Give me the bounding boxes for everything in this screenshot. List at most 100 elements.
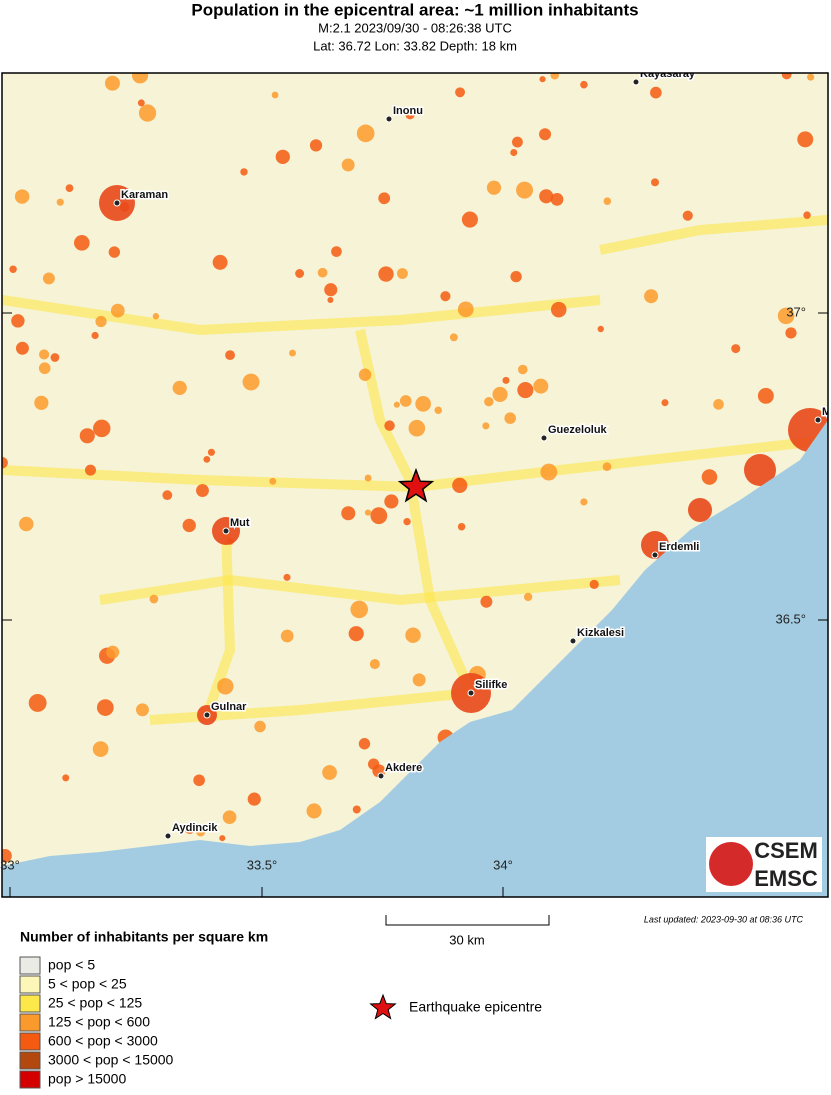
settlement xyxy=(39,349,50,360)
legend-swatch xyxy=(19,1051,41,1070)
settlement xyxy=(540,463,558,481)
settlement xyxy=(9,265,17,274)
settlement xyxy=(322,765,337,780)
settlement xyxy=(327,297,334,304)
settlement xyxy=(589,579,599,589)
settlement xyxy=(219,835,226,842)
road xyxy=(99,574,621,606)
settlement xyxy=(367,758,380,770)
lagoon xyxy=(475,735,500,750)
settlement xyxy=(110,303,125,318)
settlement xyxy=(651,178,659,187)
settlement xyxy=(510,149,518,157)
settlement xyxy=(108,246,121,258)
settlement xyxy=(247,792,261,806)
settlement xyxy=(457,301,474,318)
settlement xyxy=(364,474,372,482)
settlement xyxy=(777,307,795,325)
road xyxy=(2,295,601,336)
legend-swatch xyxy=(19,1070,41,1089)
settlement xyxy=(84,464,96,476)
settlement xyxy=(405,109,415,120)
settlement xyxy=(384,494,399,509)
settlement xyxy=(682,210,693,221)
subtitle: Lat: 36.72 Lon: 33.82 Depth: 18 km xyxy=(313,38,517,53)
settlement xyxy=(408,419,426,437)
settlement xyxy=(517,382,534,399)
settlement xyxy=(275,149,290,164)
city-dot xyxy=(467,689,475,697)
settlement xyxy=(731,344,741,354)
lon-label: 33° xyxy=(0,857,20,872)
settlement xyxy=(91,331,99,340)
settlement xyxy=(486,180,502,195)
settlement xyxy=(93,419,111,438)
settlement xyxy=(348,626,364,642)
settlement xyxy=(106,645,120,659)
settlement xyxy=(38,362,51,375)
city-label: Aydincik xyxy=(172,822,218,834)
settlement xyxy=(331,246,342,257)
legend-label: 600 < pop < 3000 xyxy=(48,1033,158,1049)
settlement xyxy=(324,283,338,297)
settlement xyxy=(533,378,549,394)
settlement xyxy=(222,810,237,825)
settlement xyxy=(14,189,30,204)
title: Population in the epicentral area: ~1 mi… xyxy=(191,0,638,19)
settlement xyxy=(28,693,47,712)
city-dot xyxy=(113,199,121,207)
lon-label: 33.5° xyxy=(247,857,278,872)
settlement xyxy=(212,254,228,270)
subtitle: M:2.1 2023/09/30 - 08:26:38 UTC xyxy=(318,20,512,35)
settlement xyxy=(384,420,395,431)
settlement xyxy=(350,600,368,619)
settlement xyxy=(225,350,235,361)
settlement xyxy=(34,395,49,410)
settlement xyxy=(152,313,160,320)
map: Kayasaray Inonu Karaman Guezeloluk Mut Erdeml… xyxy=(2,68,828,897)
settlement xyxy=(517,364,528,375)
settlement xyxy=(369,659,380,670)
legend-epicentre: Earthquake epicentre xyxy=(409,999,542,1015)
settlement xyxy=(65,184,74,192)
settlement xyxy=(504,412,516,424)
settlement xyxy=(539,76,546,83)
settlement xyxy=(502,376,510,384)
settlement xyxy=(393,401,400,408)
settlement xyxy=(62,774,70,782)
settlement xyxy=(193,774,205,787)
settlement xyxy=(603,197,612,205)
city-label: Kayasaray xyxy=(640,68,696,80)
city-dot xyxy=(164,832,172,840)
settlement xyxy=(482,422,490,430)
settlement xyxy=(172,380,187,395)
settlement xyxy=(341,506,356,521)
legend-label: 25 < pop < 125 xyxy=(48,995,142,1011)
settlement xyxy=(539,128,552,141)
settlement xyxy=(136,703,149,717)
settlement xyxy=(370,507,388,525)
settlement xyxy=(713,399,724,410)
settlement xyxy=(364,509,372,516)
settlement xyxy=(785,327,797,339)
legend-label: 125 < pop < 600 xyxy=(48,1014,150,1030)
settlement xyxy=(306,803,322,819)
city-label: Akdere xyxy=(385,762,422,774)
legend-label: 3000 < pop < 15000 xyxy=(48,1052,174,1068)
settlement xyxy=(240,168,248,176)
settlement xyxy=(356,124,375,143)
city-dot xyxy=(814,416,822,424)
epicentre xyxy=(397,467,435,503)
settlement xyxy=(242,373,260,391)
city-dot xyxy=(540,434,548,442)
lon-label: 34° xyxy=(493,857,513,872)
settlement xyxy=(15,341,29,355)
settlement xyxy=(132,73,149,84)
cities: Kayasaray Inonu Karaman Guezeloluk Mut Erdeml… xyxy=(113,68,828,840)
settlement xyxy=(2,456,8,469)
settlement xyxy=(50,353,60,362)
settlement xyxy=(79,428,95,444)
settlement xyxy=(492,386,508,402)
legend-swatch xyxy=(19,1032,41,1051)
